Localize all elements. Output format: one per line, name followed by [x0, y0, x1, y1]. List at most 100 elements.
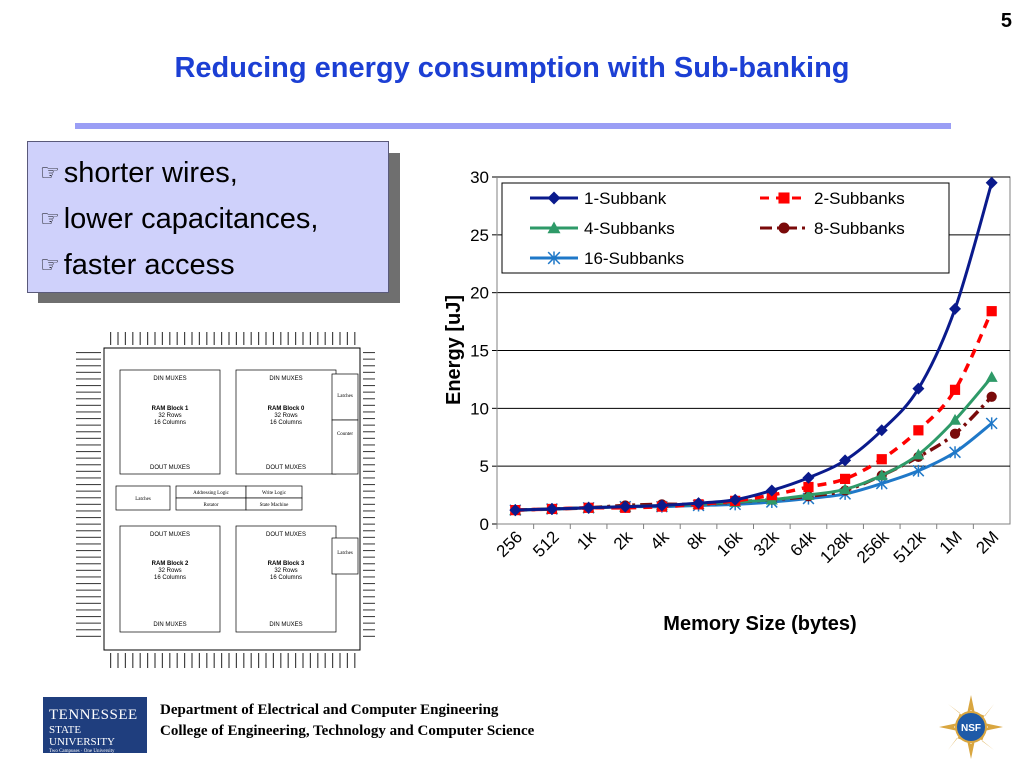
department-name: Department of Electrical and Computer En…: [160, 702, 499, 718]
pin-stub: [363, 444, 375, 446]
data-point-marker: [778, 222, 790, 234]
pin-stub: [363, 451, 375, 453]
pin-stub: [363, 365, 375, 367]
ram-block-0-outline: [235, 369, 337, 475]
pin-stub: [76, 437, 101, 439]
x-tick-label: 32k: [750, 527, 783, 560]
pin-stub: [332, 332, 334, 345]
pin-stub: [363, 358, 375, 360]
legend-label: 4-Subbanks: [584, 219, 675, 238]
pin-stub: [243, 332, 245, 345]
slide-number: 5: [1000, 10, 1012, 32]
x-axis-label: Memory Size (bytes): [663, 613, 856, 635]
pin-stub: [363, 616, 375, 618]
pin-stub: [76, 358, 101, 360]
y-tick-label: 25: [470, 226, 489, 245]
pin-stub: [206, 653, 208, 668]
pin-stub: [184, 653, 186, 668]
pin-stub: [363, 563, 375, 565]
pin-stub: [363, 385, 375, 387]
latches-label: Latches: [337, 394, 353, 399]
data-point-marker: [949, 302, 962, 315]
pin-stub: [287, 332, 289, 345]
x-tick-label: 16k: [713, 527, 746, 560]
data-point-marker: [986, 306, 997, 317]
pin-stub: [198, 332, 200, 345]
ram-block-rows: 32 Rows: [158, 568, 181, 574]
y-tick-label: 0: [480, 515, 489, 534]
x-tick-label: 64k: [786, 527, 819, 560]
pin-stub: [76, 530, 101, 532]
pin-stub: [117, 332, 119, 345]
pin-stub: [76, 490, 101, 492]
pin-stub: [363, 411, 375, 413]
pin-stub: [324, 332, 326, 345]
pin-stub: [363, 391, 375, 393]
data-point-marker: [985, 371, 998, 382]
pin-stub: [363, 371, 375, 373]
pin-stub: [363, 635, 375, 637]
pin-stub: [132, 332, 134, 345]
pin-stub: [363, 424, 375, 426]
pin-stub: [295, 653, 297, 668]
y-tick-label: 15: [470, 342, 489, 361]
pin-stub: [110, 653, 112, 668]
rotator-label: Rotator: [204, 503, 219, 508]
bullet-text: shorter wires,: [63, 156, 238, 189]
counter-block: [331, 419, 359, 475]
pin-labels-bottom-row: [110, 653, 356, 668]
pin-stub: [363, 437, 375, 439]
x-tick-label: 256k: [853, 527, 893, 567]
pin-stub: [213, 332, 215, 345]
pin-stub: [363, 503, 375, 505]
data-point-marker: [949, 413, 962, 425]
data-point-marker: [582, 501, 595, 514]
data-point-marker: [619, 500, 632, 513]
legend-entry: 4-Subbanks: [530, 219, 675, 238]
pin-stub: [76, 431, 101, 433]
pin-stub: [363, 523, 375, 525]
pin-stub: [221, 653, 223, 668]
pin-labels-top: [106, 330, 350, 344]
pin-stub: [309, 653, 311, 668]
series-1-subbank: [509, 176, 998, 517]
dout-mux-label: DOUT MUXES: [266, 532, 306, 538]
pin-stub: [76, 543, 101, 545]
pin-stub: [363, 431, 375, 433]
pin-stub: [363, 464, 375, 466]
pin-stub: [363, 404, 375, 406]
pin-stub: [339, 332, 341, 345]
pin-stub: [309, 332, 311, 345]
x-tick-label: 2k: [610, 527, 636, 553]
data-point-marker: [765, 484, 778, 497]
pin-stub: [363, 517, 375, 519]
pin-stub: [76, 451, 101, 453]
pin-stub: [363, 543, 375, 545]
slide-title: Reducing energy consumption with Sub-ban…: [174, 52, 850, 84]
pin-stub: [363, 556, 375, 558]
legend-entry: 8-Subbanks: [760, 219, 905, 238]
pin-stub: [76, 550, 101, 552]
pin-stub: [76, 464, 101, 466]
legend-entry: 1-Subbank: [530, 189, 667, 208]
pin-stub: [265, 653, 267, 668]
y-tick-label: 10: [470, 399, 489, 418]
pin-stub: [363, 378, 375, 380]
bullet-item: ☞ faster access: [40, 242, 388, 288]
pin-stub: [76, 477, 101, 479]
pin-stub: [76, 622, 101, 624]
data-point-marker: [875, 424, 888, 437]
pin-stub: [76, 418, 101, 420]
pin-stub: [139, 653, 141, 668]
data-point-marker: [803, 481, 814, 493]
pin-stub: [363, 484, 375, 486]
pin-stub: [302, 332, 304, 345]
legend-entry: 2-Subbanks: [760, 189, 905, 208]
pin-stub: [363, 550, 375, 552]
latches-block-middle: [115, 485, 171, 511]
pin-stub: [363, 583, 375, 585]
pin-stub: [76, 352, 101, 354]
x-tick-label: 512k: [890, 527, 930, 567]
pin-stub: [235, 332, 237, 345]
din-mux-label: DIN MUXES: [153, 376, 186, 382]
